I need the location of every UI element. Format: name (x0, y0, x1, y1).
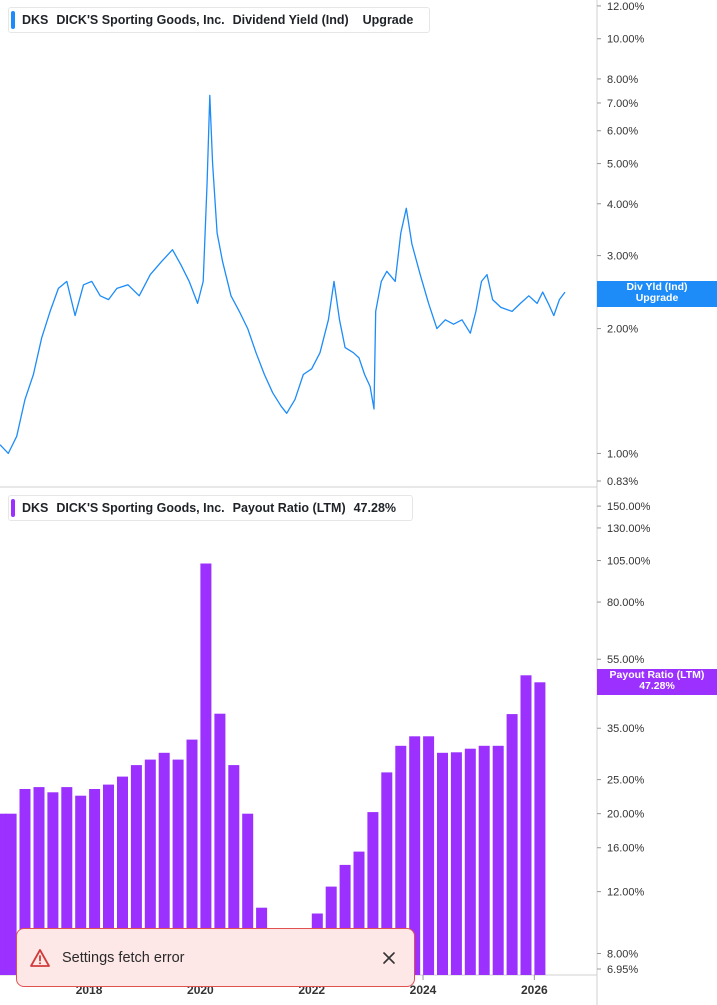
payout-bar (130, 765, 142, 975)
yield-axis-tick-label: 3.00% (607, 251, 638, 263)
payout-bar (450, 752, 462, 975)
toast-message: Settings fetch error (62, 949, 185, 966)
series-color-marker (11, 11, 15, 29)
payout-axis-tick-label: 150.00% (607, 501, 651, 513)
yield-axis-tick-label: 0.83% (607, 476, 638, 488)
payout-bar (19, 789, 31, 975)
payout-ratio-legend: DKS DICK'S Sporting Goods, Inc. Payout R… (8, 495, 414, 521)
payout-axis-tick-label: 55.00% (607, 654, 645, 666)
payout-bar (103, 784, 114, 975)
payout-bar (214, 713, 226, 975)
yield-axis-tick-label: 6.00% (607, 126, 638, 138)
payout-bar (33, 787, 45, 975)
payout-bar (409, 736, 421, 975)
payout-bar (89, 789, 101, 975)
payout-bar (200, 563, 212, 975)
yield-axis-tick-label: 2.00% (607, 324, 638, 336)
payout-axis-tick-label: 35.00% (607, 723, 645, 735)
payout-bar (172, 759, 184, 975)
payout-bar (158, 752, 170, 975)
payout-axis-tick-label: 20.00% (607, 809, 645, 821)
tag-line-2: 47.28% (639, 680, 675, 693)
warning-icon (30, 948, 50, 967)
legend-ticker: DKS (22, 501, 49, 515)
payout-axis-tick-label: 130.00% (607, 523, 651, 535)
payout-bar (367, 812, 379, 975)
legend-metric: Dividend Yield (Ind) (232, 13, 349, 27)
payout-bar (464, 748, 476, 975)
upgrade-link[interactable]: Upgrade (362, 13, 414, 27)
payout-bar (117, 776, 128, 975)
payout-bar (534, 682, 546, 975)
payout-axis-tick-label: 8.00% (607, 949, 638, 961)
payout-axis-tick-label: 6.95% (607, 964, 638, 976)
payout-axis-tick-label: 105.00% (607, 556, 651, 568)
payout-bar (353, 851, 365, 975)
legend-ticker: DKS (22, 13, 49, 27)
payout-bar (47, 792, 59, 975)
yield-axis-tick-label: 8.00% (607, 74, 638, 86)
payout-axis-tick-label: 12.00% (607, 887, 645, 899)
yield-axis-tick-label: 10.00% (607, 34, 645, 46)
payout-bar (61, 787, 73, 975)
tag-line-1: Div Yld (Ind) (626, 280, 688, 293)
dividend-yield-value-tag[interactable]: Div Yld (Ind) Upgrade (597, 280, 717, 307)
payout-bar (242, 813, 254, 975)
payout-bar (75, 795, 87, 975)
payout-bar (144, 759, 156, 975)
dividend-yield-legend: DKS DICK'S Sporting Goods, Inc. Dividend… (8, 7, 431, 33)
yield-axis-tick-label: 12.00% (607, 1, 645, 13)
x-tick-label: 2024 (410, 983, 437, 997)
payout-bar (186, 739, 198, 975)
payout-axis-tick-label: 25.00% (607, 775, 645, 787)
payout-bar (492, 745, 504, 975)
payout-ratio-value-tag: Payout Ratio (LTM) 47.28% (597, 669, 717, 696)
payout-bar (381, 772, 393, 975)
dividend-yield-line (0, 94, 566, 455)
yield-axis-tick-label: 1.00% (607, 448, 638, 460)
tag-line-1: Payout Ratio (LTM) (609, 669, 705, 682)
legend-metric: Payout Ratio (LTM) (232, 501, 346, 515)
yield-axis-tick-label: 4.00% (607, 199, 638, 211)
payout-bar (478, 745, 490, 975)
payout-axis-tick-label: 16.00% (607, 843, 645, 855)
payout-bar (437, 752, 448, 975)
payout-axis-tick-label: 80.00% (607, 597, 645, 609)
legend-company: DICK'S Sporting Goods, Inc. (56, 501, 225, 515)
close-icon[interactable] (382, 951, 396, 965)
legend-latest-value: 47.28% (353, 501, 397, 515)
payout-bar (5, 813, 17, 975)
tag-line-2: Upgrade (635, 291, 679, 304)
payout-bar (395, 745, 407, 975)
payout-bar (506, 714, 518, 975)
x-tick-label: 2026 (521, 983, 548, 997)
series-color-marker (11, 499, 15, 517)
error-toast: Settings fetch error (16, 928, 415, 987)
payout-bar (228, 765, 240, 975)
legend-company: DICK'S Sporting Goods, Inc. (56, 13, 225, 27)
yield-axis-tick-label: 5.00% (607, 159, 638, 171)
payout-bar (520, 675, 532, 975)
yield-axis-tick-label: 7.00% (607, 98, 638, 110)
payout-bar (423, 736, 435, 975)
payout-bar (0, 813, 7, 975)
payout-bar (339, 864, 351, 975)
